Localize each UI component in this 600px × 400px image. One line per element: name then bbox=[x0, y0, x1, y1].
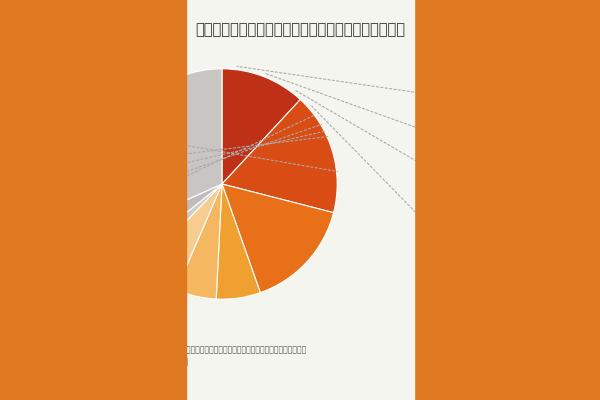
Wedge shape bbox=[222, 69, 301, 184]
Text: 4回   6.2%: 4回 6.2% bbox=[312, 106, 476, 252]
Wedge shape bbox=[222, 100, 337, 213]
Text: 6〜10回  5.7%: 6〜10回 5.7% bbox=[0, 124, 322, 246]
Text: Mail Dealer: Mail Dealer bbox=[510, 374, 589, 387]
Text: 2回  17.1%: 2回 17.1% bbox=[266, 74, 480, 145]
Text: 3回  15.6%: 3回 15.6% bbox=[295, 90, 479, 187]
Text: 半年以内に何回カスハラを受けたことがありますか？: 半年以内に何回カスハラを受けたことがありますか？ bbox=[195, 22, 405, 37]
Text: 1回  11.9%: 1回 11.9% bbox=[237, 66, 479, 103]
Text: ・調査対象：調査回答時に顧客対応を行う部門に所属していると回答したモニター: ・調査対象：調査回答時に顧客対応を行う部門に所属していると回答したモニター bbox=[18, 358, 189, 366]
Text: 半年以内に
受けたことはない
31.7%: 半年以内に 受けたことはない 31.7% bbox=[0, 96, 337, 172]
Wedge shape bbox=[222, 184, 334, 293]
Text: 11〜15回  2.0%: 11〜15回 2.0% bbox=[0, 131, 325, 214]
Wedge shape bbox=[133, 184, 222, 267]
Text: 5回  5.7%: 5回 5.7% bbox=[0, 115, 315, 272]
Text: 16回以上  4.1%: 16回以上 4.1% bbox=[0, 136, 328, 183]
Text: (n=1,012人): (n=1,012人) bbox=[483, 315, 534, 324]
Text: 《調査概要：「カスハラを受けたときの心身への影響」に関する調査》: 《調査概要：「カスハラを受けたときの心身への影響」に関する調査》 bbox=[18, 331, 166, 340]
Text: ・調査期間：2024年10月1日（火）～2024年10月2日（水）　・調査方法：インターネット調査　・調査元：株式会社ラクス: ・調査期間：2024年10月1日（火）～2024年10月2日（水） ・調査方法：… bbox=[18, 344, 307, 353]
Text: ✉: ✉ bbox=[492, 374, 502, 387]
Wedge shape bbox=[107, 69, 222, 231]
Wedge shape bbox=[117, 184, 222, 256]
Wedge shape bbox=[142, 184, 222, 290]
Text: ・モニター提供元：PRIZMAリサーチ　　・調査人数：1,012人: ・モニター提供元：PRIZMAリサーチ ・調査人数：1,012人 bbox=[18, 370, 170, 380]
Wedge shape bbox=[176, 184, 222, 299]
Wedge shape bbox=[216, 184, 260, 299]
